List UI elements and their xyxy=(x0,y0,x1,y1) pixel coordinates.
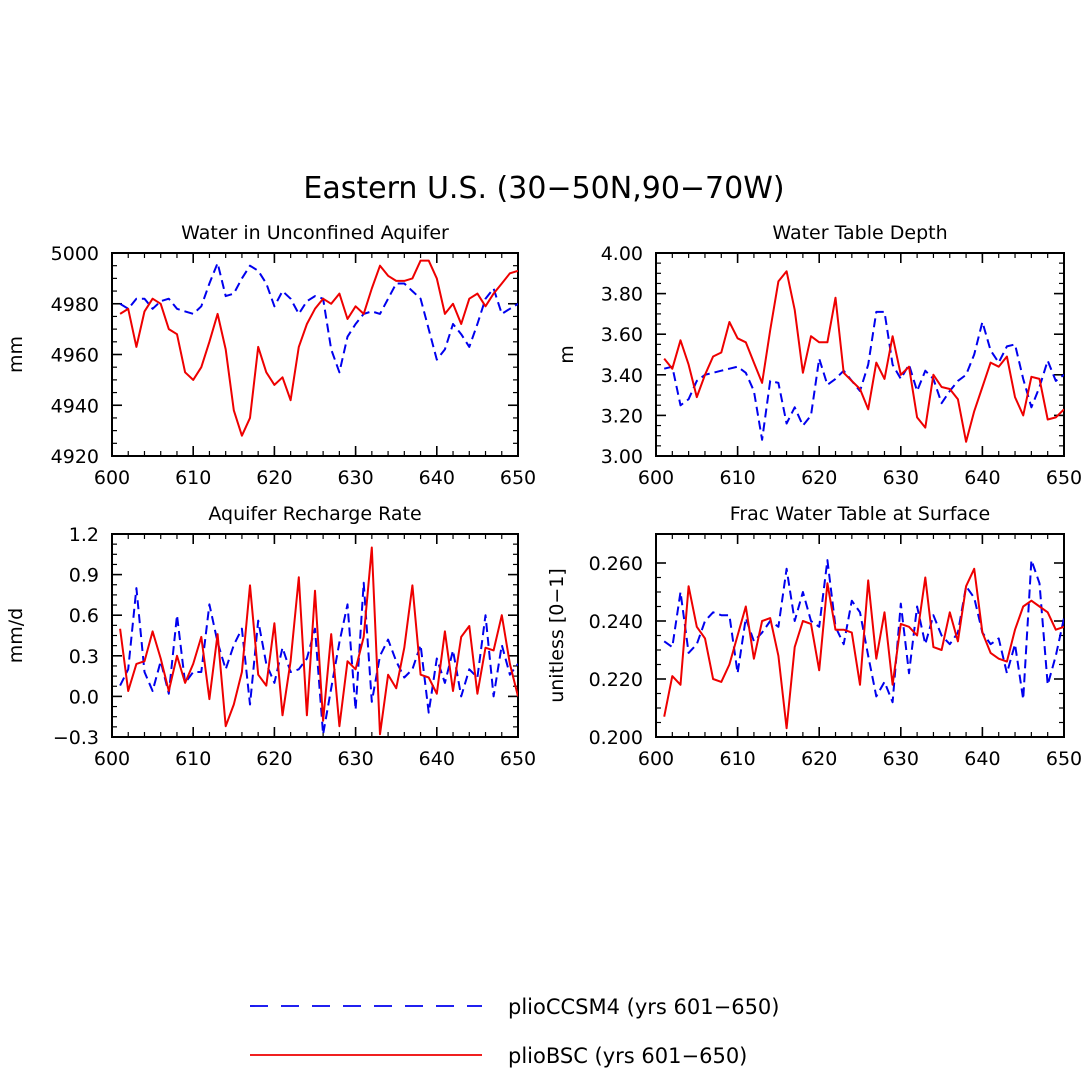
aquifer-recharge-rate-x-tick-label: 620 xyxy=(256,748,292,770)
aquifer-recharge-rate-series-pliocssm4 xyxy=(119,581,518,736)
frac-water-table-at-surface-x-tick-label: 650 xyxy=(1046,748,1082,770)
panel-water-in-unconfined-aquifer: 600 610 620 630 640 650 4920 4940 4960 4980 5000 Wa… xyxy=(5,222,536,489)
frac-water-table-at-surface-y-tick-label: 0.240 xyxy=(589,611,643,633)
water-in-unconfined-aquifer-x-tick-label: 650 xyxy=(500,467,536,489)
water-table-depth-y-tick-label: 3.00 xyxy=(601,446,643,468)
water-table-depth-x-tick-label: 650 xyxy=(1046,467,1082,489)
water-table-depth-y-tick-label: 3.60 xyxy=(601,324,643,346)
aquifer-recharge-rate-y-tick-label: 0.3 xyxy=(69,646,99,668)
frac-water-table-at-surface-series-pliobsc xyxy=(663,567,1064,730)
frac-water-table-at-surface-y-tick-label: 0.260 xyxy=(589,553,643,575)
frac-water-table-at-surface-x-tick-label: 630 xyxy=(883,748,919,770)
water-table-depth-y-tick-label: 3.20 xyxy=(601,405,643,427)
aquifer-recharge-rate-y-tick-label: 0.6 xyxy=(69,605,99,627)
water-table-depth-y-axis-label: m xyxy=(556,345,578,364)
water-table-depth-x-tick-label: 610 xyxy=(719,467,755,489)
aquifer-recharge-rate-frame xyxy=(111,533,519,738)
figure-title: Eastern U.S. (30−50N,90−70W) xyxy=(303,171,784,206)
aquifer-recharge-rate-y-axis-label: mm/d xyxy=(5,608,27,663)
panel-frac-water-table-at-surface: 600 610 620 630 640 650 0.200 0.220 0.240 0.260 Fr… xyxy=(546,503,1082,770)
frac-water-table-at-surface-y-tick-label: 0.200 xyxy=(589,727,643,749)
water-table-depth-x-tick-label: 630 xyxy=(883,467,919,489)
aquifer-recharge-rate-y-tick-label: −0.3 xyxy=(53,727,99,749)
water-table-depth-series-pliocssm4 xyxy=(663,310,1064,441)
water-in-unconfined-aquifer-y-axis-label: mm xyxy=(5,336,27,373)
water-in-unconfined-aquifer-y-tick-label: 5000 xyxy=(51,243,99,265)
water-in-unconfined-aquifer-series-pliocssm4 xyxy=(119,262,518,374)
frac-water-table-at-surface-x-tick-label: 600 xyxy=(638,748,674,770)
aquifer-recharge-rate-x-tick-label: 650 xyxy=(500,748,536,770)
water-in-unconfined-aquifer-x-tick-label: 620 xyxy=(256,467,292,489)
frac-water-table-at-surface-x-tick-label: 640 xyxy=(964,748,1000,770)
aquifer-recharge-rate-y-tick-label: 0.0 xyxy=(69,686,99,708)
frac-water-table-at-surface-series-pliocssm4 xyxy=(663,559,1064,704)
aquifer-recharge-rate-x-tick-label: 640 xyxy=(419,748,455,770)
aquifer-recharge-rate-y-tick-label: 0.9 xyxy=(69,565,99,587)
water-in-unconfined-aquifer-x-tick-label: 640 xyxy=(419,467,455,489)
frac-water-table-at-surface-title: Frac Water Table at Surface xyxy=(730,503,990,525)
frac-water-table-at-surface-frame xyxy=(655,533,1065,738)
water-in-unconfined-aquifer-frame xyxy=(111,252,519,457)
frac-water-table-at-surface-x-tick-label: 620 xyxy=(801,748,837,770)
legend-label-pliocssm4: plioCCSM4 (yrs 601−650) xyxy=(508,995,779,1019)
water-table-depth-x-tick-label: 640 xyxy=(964,467,1000,489)
panel-aquifer-recharge-rate: 600 610 620 630 640 650 −0.3 0.0 0.3 0.6 0.9 1.2 Aqu… xyxy=(5,503,536,770)
frac-water-table-at-surface-x-tick-label: 610 xyxy=(719,748,755,770)
frac-water-table-at-surface-y-axis-label: unitless [0−1] xyxy=(546,568,568,703)
water-in-unconfined-aquifer-x-tick-label: 610 xyxy=(175,467,211,489)
legend: plioCCSM4 (yrs 601−650) plioBSC (yrs 601… xyxy=(250,995,779,1068)
water-in-unconfined-aquifer-title: Water in Unconfined Aquifer xyxy=(181,222,449,244)
water-table-depth-x-tick-label: 600 xyxy=(638,467,674,489)
water-table-depth-title: Water Table Depth xyxy=(772,222,947,244)
water-in-unconfined-aquifer-series-pliobsc xyxy=(119,259,518,437)
aquifer-recharge-rate-series-pliobsc xyxy=(119,546,518,736)
aquifer-recharge-rate-x-tick-label: 630 xyxy=(337,748,373,770)
water-in-unconfined-aquifer-y-tick-label: 4940 xyxy=(51,395,99,417)
aquifer-recharge-rate-x-tick-label: 600 xyxy=(94,748,130,770)
frac-water-table-at-surface-y-tick-label: 0.220 xyxy=(589,669,643,691)
water-in-unconfined-aquifer-y-tick-label: 4980 xyxy=(51,294,99,316)
water-table-depth-y-tick-label: 3.80 xyxy=(601,284,643,306)
water-table-depth-y-tick-label: 4.00 xyxy=(601,243,643,265)
panels: 600 610 620 630 640 650 4920 4940 4960 4980 5000 Wa… xyxy=(5,222,1082,770)
water-table-depth-x-tick-label: 620 xyxy=(801,467,837,489)
water-in-unconfined-aquifer-x-tick-label: 630 xyxy=(337,467,373,489)
water-in-unconfined-aquifer-y-tick-label: 4960 xyxy=(51,345,99,367)
water-table-depth-y-tick-label: 3.40 xyxy=(601,365,643,387)
water-in-unconfined-aquifer-x-tick-label: 600 xyxy=(94,467,130,489)
legend-label-pliobsc: plioBSC (yrs 601−650) xyxy=(508,1044,747,1068)
water-table-depth-series-pliobsc xyxy=(663,270,1064,443)
panel-water-table-depth: 600 610 620 630 640 650 3.00 3.20 3.40 3.60 3.80 4.… xyxy=(556,222,1082,489)
aquifer-recharge-rate-x-tick-label: 610 xyxy=(175,748,211,770)
aquifer-recharge-rate-y-tick-label: 1.2 xyxy=(69,524,99,546)
water-in-unconfined-aquifer-y-tick-label: 4920 xyxy=(51,446,99,468)
aquifer-recharge-rate-title: Aquifer Recharge Rate xyxy=(208,503,421,525)
